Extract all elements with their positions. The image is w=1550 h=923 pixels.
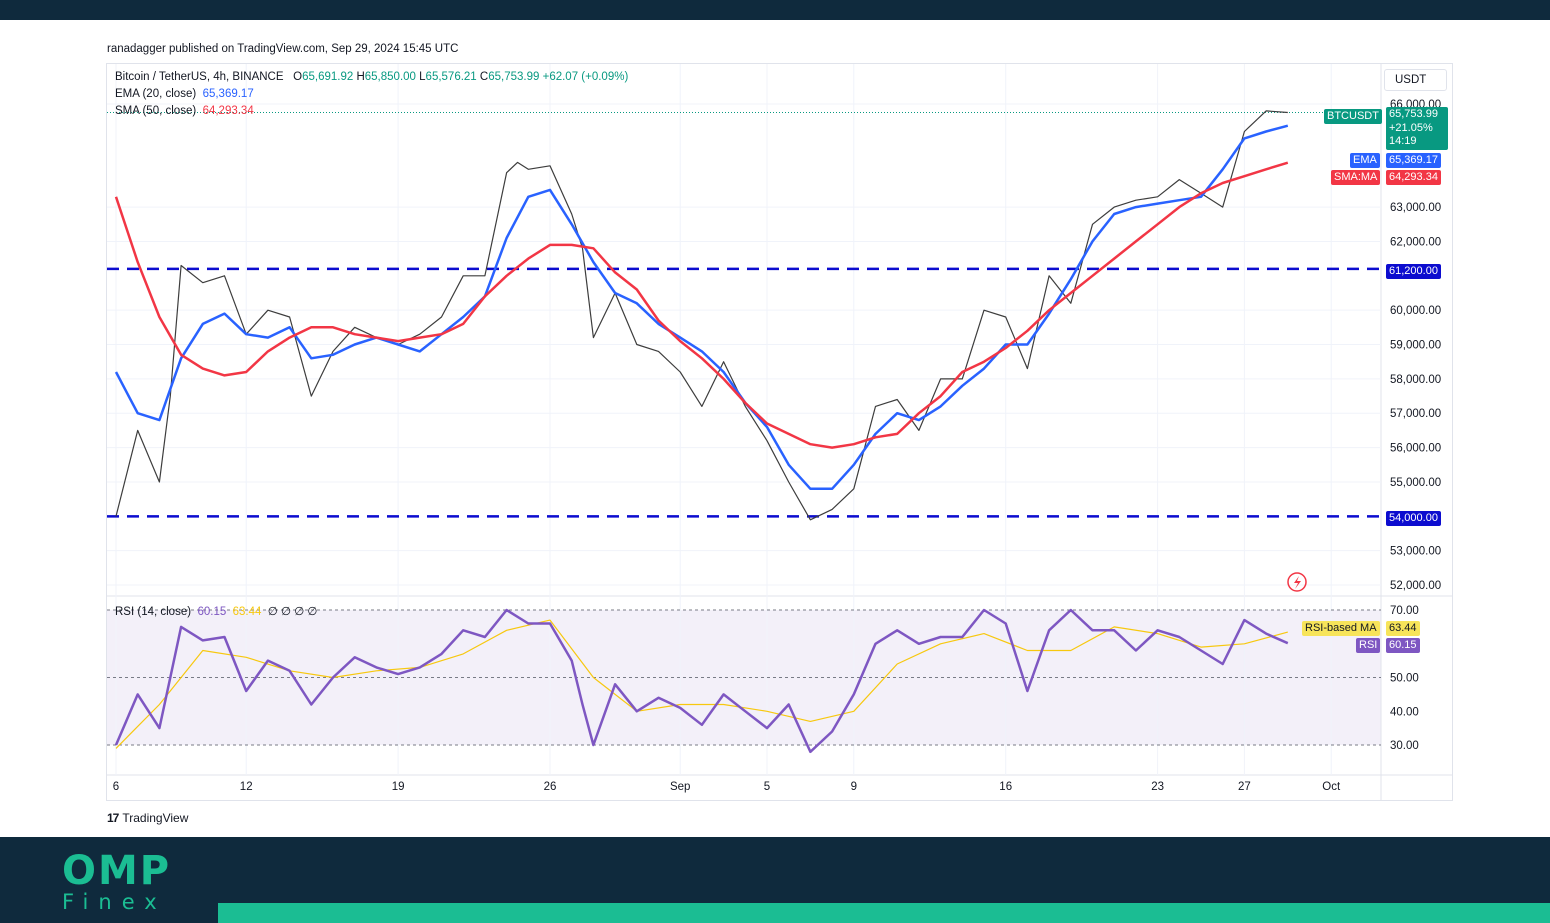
legend-rsi[interactable]: RSI (14, close) 60.15 63.44 ∅ ∅ ∅ ∅ <box>115 606 318 618</box>
footer-stripe <box>218 903 1550 923</box>
ema-series <box>114 124 1289 491</box>
time-tick-label: 23 <box>1151 781 1164 793</box>
sma-series <box>114 161 1289 449</box>
sma-tag-label: SMA:MA <box>1331 170 1381 185</box>
legend-open: 65,691.92 <box>302 71 354 83</box>
level-low-tag: 54,000.00 <box>1386 511 1441 526</box>
rsi-line <box>114 608 1289 754</box>
horizontal-levels <box>107 111 1381 518</box>
legend-ema-value: 65,369.17 <box>202 88 254 100</box>
omp-logo: OMP <box>62 848 172 894</box>
rsi-ma-tag-value: 63.44 <box>1386 621 1420 636</box>
legend-rsi-ma-value: 63.44 <box>232 606 262 618</box>
rsi-tag-label: RSI <box>1356 638 1381 653</box>
time-tick-label: 16 <box>999 781 1012 793</box>
top-bar <box>0 0 1550 20</box>
price-tick-label: 53,000.00 <box>1390 546 1441 558</box>
grid <box>107 64 1381 775</box>
rsi-axis: 70.00 50.00 40.00 30.00 <box>107 605 1419 752</box>
tradingview-logo-icon: 17 <box>107 811 119 825</box>
time-tick-label: 12 <box>240 781 253 793</box>
rsi-tick-label: 70.00 <box>1390 605 1419 617</box>
price-tick-label: 55,000.00 <box>1390 477 1441 489</box>
last-price-tag: 65,753.99 +21.05% 14:19 <box>1386 107 1448 150</box>
legend-ohlc: Bitcoin / TetherUS, 4h, BINANCE O65,691.… <box>115 71 629 83</box>
lightning-icon[interactable] <box>1287 572 1307 592</box>
published-note: ranadagger published on TradingView.com,… <box>107 43 459 55</box>
legend-ema[interactable]: EMA (20, close) 65,369.17 <box>115 88 254 100</box>
time-tick-label: 26 <box>544 781 557 793</box>
price-tick-label: 62,000.00 <box>1390 236 1441 248</box>
price-tick-label: 60,000.00 <box>1390 305 1441 317</box>
legend-low: 65,576.21 <box>425 71 477 83</box>
rsi-series <box>114 608 1289 754</box>
currency-selector[interactable]: USDT <box>1384 69 1447 91</box>
time-tick-label: 9 <box>851 781 857 793</box>
time-tick-label: 19 <box>392 781 405 793</box>
sma-tag-value: 64,293.34 <box>1386 170 1441 185</box>
rsi-ma-line <box>115 619 1288 749</box>
rsi-tick-label: 50.00 <box>1390 673 1419 685</box>
price-tick-label: 59,000.00 <box>1390 340 1441 352</box>
legend-close: 65,753.99 <box>488 71 540 83</box>
price-tick-label: 57,000.00 <box>1390 408 1441 420</box>
time-tick-label: 6 <box>113 781 119 793</box>
ema-tag-value: 65,369.17 <box>1386 153 1441 168</box>
rsi-ma-tag-label: RSI-based MA <box>1302 621 1380 636</box>
tradingview-brand[interactable]: 17 TradingView <box>107 811 189 825</box>
rsi-tick-label: 30.00 <box>1390 740 1419 752</box>
price-axis: 66,000.0063,000.0062,000.0060,000.0059,0… <box>1390 99 1441 592</box>
legend-sma[interactable]: SMA (50, close) 64,293.34 <box>115 105 254 117</box>
ema-line <box>114 124 1289 491</box>
symbol-tag: BTCUSDT <box>1324 109 1382 124</box>
time-tick-label: 5 <box>764 781 770 793</box>
legend-change: +62.07 (+0.09%) <box>542 71 629 83</box>
price-line <box>115 110 1288 521</box>
time-tick-label: 27 <box>1238 781 1251 793</box>
time-tick-label: Oct <box>1322 781 1341 793</box>
legend-symbol: Bitcoin / TetherUS, 4h, BINANCE <box>115 71 284 83</box>
price-tick-label: 63,000.00 <box>1390 202 1441 214</box>
legend-rsi-value: 60.15 <box>197 606 227 618</box>
legend-high: 65,850.00 <box>364 71 416 83</box>
rsi-tick-label: 40.00 <box>1390 706 1419 718</box>
price-tick-label: 52,000.00 <box>1390 580 1441 592</box>
sma-line <box>114 161 1289 449</box>
ema-tag-label: EMA <box>1350 153 1380 168</box>
price-series <box>115 110 1288 521</box>
time-axis: 6 12 19 26 Sep 5 9 16 23 27 Oct <box>113 781 1341 793</box>
time-tick-label: Sep <box>670 781 690 793</box>
rsi-tag-value: 60.15 <box>1386 638 1420 653</box>
price-tick-label: 56,000.00 <box>1390 443 1441 455</box>
chart-frame[interactable] <box>106 63 1453 801</box>
legend-sma-value: 64,293.34 <box>202 105 254 117</box>
finex-logo: Finex <box>62 890 167 914</box>
price-tick-label: 58,000.00 <box>1390 374 1441 386</box>
level-high-tag: 61,200.00 <box>1386 264 1441 279</box>
